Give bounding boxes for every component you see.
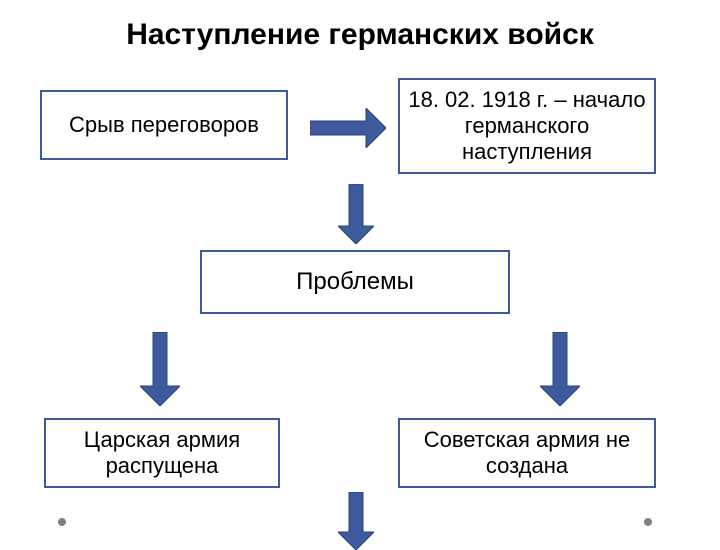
box-b3: Проблемы	[200, 250, 510, 314]
box-label-b5: Советская армия не создана	[406, 427, 648, 479]
page-title: Наступление германских войск	[0, 18, 720, 52]
box-b4: Царская армия распущена	[44, 418, 280, 488]
box-b1: Срыв переговоров	[40, 90, 288, 160]
box-label-b4: Царская армия распущена	[52, 427, 272, 479]
bullet-d1	[58, 518, 66, 526]
box-b2: 18. 02. 1918 г. – начало германского нас…	[398, 78, 656, 174]
box-label-b3: Проблемы	[296, 268, 414, 296]
box-b5: Советская армия не создана	[398, 418, 656, 488]
arrow-a5	[540, 332, 580, 406]
arrow-a4	[338, 492, 374, 550]
arrow-a3	[140, 332, 180, 406]
title-text: Наступление германских войск	[126, 18, 594, 51]
bullet-d2	[644, 518, 652, 526]
box-label-b2: 18. 02. 1918 г. – начало германского нас…	[406, 87, 648, 165]
box-label-b1: Срыв переговоров	[69, 112, 259, 138]
arrow-a2	[338, 184, 374, 244]
arrow-a1	[310, 108, 386, 148]
